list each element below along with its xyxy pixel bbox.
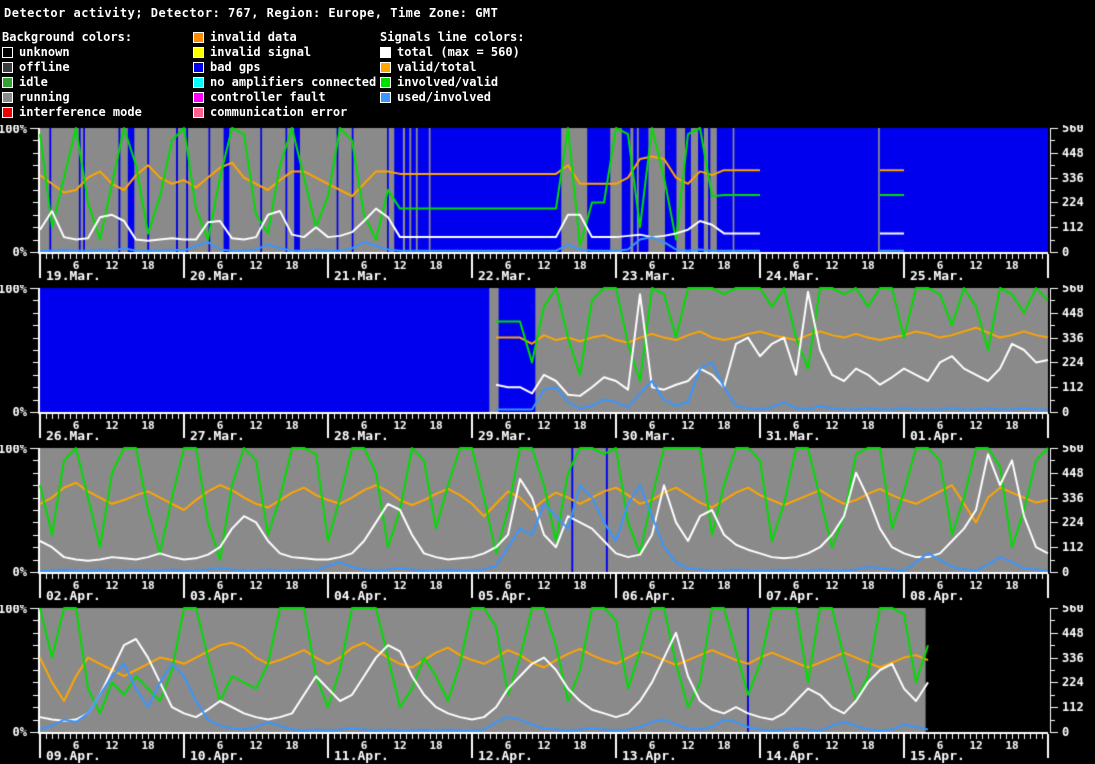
legend-item-invalid-signal: invalid signal (193, 45, 376, 60)
legend-item-idle: idle (2, 75, 142, 90)
idle-swatch-icon (2, 77, 13, 88)
legend-item-controller-fault: controller fault (193, 90, 376, 105)
offline-swatch-icon (2, 62, 13, 73)
legend-item-bad-gps: bad gps (193, 60, 376, 75)
activity-chart-row-3 (0, 445, 1095, 605)
legend-item-valid-total: valid/total (380, 60, 525, 75)
used-involved-swatch-icon (380, 92, 391, 103)
valid-total-swatch-icon (380, 62, 391, 73)
activity-chart-row-4 (0, 605, 1095, 764)
legend-item-running: running (2, 90, 142, 105)
legend-item-offline: offline (2, 60, 142, 75)
activity-chart-row-2 (0, 285, 1095, 445)
no-amplifiers-swatch-icon (193, 77, 204, 88)
legend-item-interference-mode: interference mode (2, 105, 142, 120)
legend-item-invalid-data: invalid data (193, 30, 376, 45)
legend-background-header: Background colors: (2, 30, 133, 44)
legend-item-communication-error: communication error (193, 105, 376, 120)
running-swatch-icon (2, 92, 13, 103)
invalid-data-swatch-icon (193, 32, 204, 43)
involved-valid-swatch-icon (380, 77, 391, 88)
activity-chart-row-1 (0, 125, 1095, 285)
invalid-signal-swatch-icon (193, 47, 204, 58)
legend-status-colors: invalid data invalid signal bad gps no a… (193, 30, 376, 120)
legend-item-no-amplifiers-connected: no amplifiers connected (193, 75, 376, 90)
unknown-swatch-icon (2, 47, 13, 58)
interference-mode-swatch-icon (2, 107, 13, 118)
legend-signals-header: Signals line colors: (380, 30, 525, 44)
legend-item-unknown: unknown (2, 45, 142, 60)
page-title: Detector activity; Detector: 767, Region… (4, 6, 499, 20)
communication-error-swatch-icon (193, 107, 204, 118)
total-swatch-icon (380, 47, 391, 58)
legend-signal-colors: Signals line colors: total (max = 560) v… (380, 30, 525, 105)
legend-item-total: total (max = 560) (380, 45, 525, 60)
bad-gps-swatch-icon (193, 62, 204, 73)
legend-background-colors: Background colors: unknown offline idle … (2, 30, 142, 120)
controller-fault-swatch-icon (193, 92, 204, 103)
legend-item-involved-valid: involved/valid (380, 75, 525, 90)
legend-item-used-involved: used/involved (380, 90, 525, 105)
